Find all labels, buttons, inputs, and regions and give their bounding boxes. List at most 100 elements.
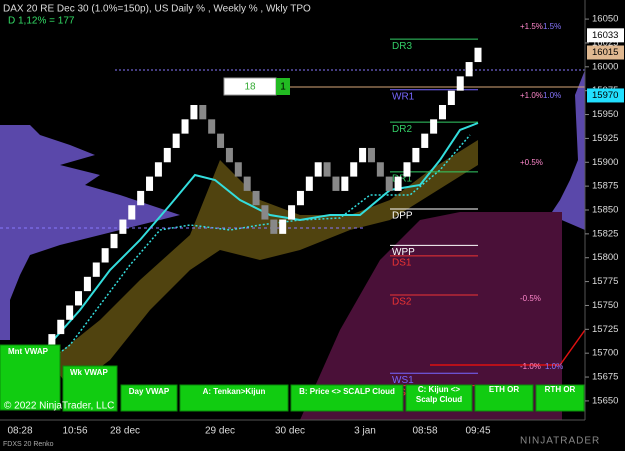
time-tick-label: 28 dec [110, 426, 140, 437]
button-label[interactable]: Mnt VWAP [8, 347, 49, 356]
button-label[interactable]: A: Tenkan>Kijun [203, 387, 266, 396]
percent-label: +0.5% [520, 158, 543, 167]
renko-brick [190, 105, 198, 120]
button-label[interactable]: Scalp Cloud [416, 395, 462, 404]
renko-brick [163, 147, 171, 163]
pivot-label: WS1 [392, 375, 414, 386]
price-marker-label: 16033 [592, 30, 618, 41]
price-marker [587, 45, 624, 60]
percent-label: 1.0% [545, 362, 563, 371]
renko-brick [403, 162, 411, 177]
price-tick-label: 15800 [592, 252, 618, 263]
pivot-label: DR1 [392, 173, 412, 184]
order-quantity[interactable]: 18 [244, 82, 256, 93]
button-label[interactable]: Day VWAP [129, 387, 170, 396]
price-tick-label: 15900 [592, 157, 618, 168]
pivot-label: DS2 [392, 297, 412, 308]
price-tick-label: 15850 [592, 205, 618, 216]
pivot-label: WR1 [392, 91, 415, 102]
price-marker [587, 88, 624, 103]
pivot-label: DS1 [392, 257, 412, 268]
tpo-cloud [300, 212, 562, 420]
button-label[interactable]: Wk VWAP [70, 368, 108, 377]
price-tick-label: 15825 [592, 228, 618, 239]
button-label[interactable]: C: Kijun <> [418, 385, 461, 394]
renko-brick [341, 176, 349, 191]
button-label[interactable]: ETH OR [489, 385, 519, 394]
renko-brick [208, 119, 216, 134]
renko-brick [119, 219, 127, 234]
order-count[interactable]: 1 [280, 82, 286, 93]
pivot-label: DR3 [392, 41, 412, 52]
renko-brick [279, 219, 287, 234]
header-title: DAX 20 RE Dec 30 (1.0%=150p), US Daily %… [3, 4, 311, 15]
renko-brick [137, 190, 145, 206]
instrument: FDXS 20 Renko [3, 441, 54, 448]
button-label[interactable]: RTH OR [545, 385, 576, 394]
renko-brick [350, 162, 358, 177]
time-tick-label: 08:58 [412, 426, 437, 437]
header-subtitle: D 1,12% = 177 [8, 16, 75, 27]
renko-brick [172, 133, 180, 148]
renko-brick [234, 162, 242, 177]
kijun-line [29, 134, 471, 376]
renko-brick [465, 62, 473, 77]
brand: NINJATRADER [520, 436, 600, 447]
renko-brick [252, 190, 260, 206]
price-tick-label: 16025 [592, 37, 618, 48]
time-tick-label: 3 jan [354, 426, 376, 437]
renko-brick [296, 190, 304, 206]
percent-label: -0.5% [520, 294, 541, 303]
button[interactable] [290, 384, 404, 412]
button[interactable] [535, 384, 585, 412]
renko-brick [323, 162, 331, 177]
time-tick-label: 29 dec [205, 426, 235, 437]
button[interactable] [179, 384, 289, 412]
renko-brick [57, 319, 65, 335]
renko-brick [385, 176, 393, 191]
time-tick-label: 10:56 [62, 426, 87, 437]
price-tick-label: 15750 [592, 300, 618, 311]
price-tick-label: 15875 [592, 181, 618, 192]
renko-brick [101, 248, 109, 263]
price-tick-label: 16050 [592, 14, 618, 25]
renko-brick [181, 119, 189, 134]
order-count-box[interactable] [276, 78, 290, 95]
moving-average [39, 122, 479, 356]
price-tick-label: 15775 [592, 276, 618, 287]
stop-line [430, 329, 586, 366]
renko-brick [66, 305, 74, 320]
pivot-label: DPP [392, 211, 413, 222]
percent-label: +1.0% [520, 91, 543, 100]
renko-brick [261, 205, 269, 220]
renko-brick [332, 176, 340, 191]
percent-label: -1.0% [520, 362, 541, 371]
button[interactable] [62, 365, 118, 412]
kumo-cloud [50, 140, 478, 390]
renko-brick [270, 219, 278, 234]
renko-brick [217, 133, 225, 148]
volume-profile-right [550, 70, 585, 230]
button[interactable] [405, 384, 473, 412]
button[interactable] [474, 384, 534, 412]
renko-brick [421, 133, 429, 148]
renko-brick [154, 162, 162, 177]
renko-brick [243, 176, 251, 191]
renko-brick [225, 147, 233, 163]
copyright: © 2022 NinjaTrader, LLC [4, 401, 114, 412]
renko-brick [83, 276, 91, 292]
button-label[interactable]: B: Price <> SCALP Cloud [299, 387, 395, 396]
renko-brick [288, 205, 296, 220]
renko-brick [394, 176, 402, 191]
renko-brick [456, 76, 464, 91]
price-tick-label: 15950 [592, 109, 618, 120]
pivot-label: WPP [392, 247, 415, 258]
renko-brick [146, 176, 154, 191]
price-marker-label: 16015 [592, 47, 618, 58]
price-marker-label: 15970 [592, 90, 618, 101]
button[interactable] [0, 344, 61, 411]
button[interactable] [120, 384, 178, 412]
time-tick-label: 09:45 [465, 426, 490, 437]
percent-label: 1.0% [543, 91, 561, 100]
